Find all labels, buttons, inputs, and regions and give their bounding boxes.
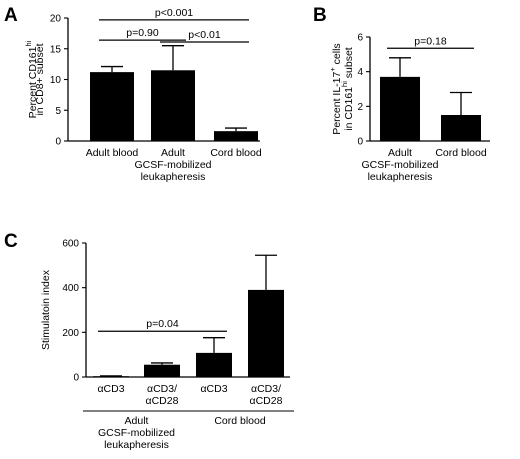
category-label: Adult: [161, 147, 185, 159]
y-axis-title: Percent IL-17+ cellsin CD161hi subset: [328, 43, 355, 134]
bar: [144, 364, 180, 377]
category-label: Cord blood: [435, 147, 487, 159]
y-tick-label: 0: [55, 137, 61, 148]
bar: [93, 376, 129, 377]
y-axis-title: Percent CD161hiin CD8+ subset: [24, 40, 46, 118]
panel-letter-b: B: [313, 5, 327, 26]
category-label: Adult blood: [86, 147, 139, 159]
category-sublabel: GCSF-mobilized: [134, 159, 211, 171]
y-tick-label: 0: [357, 137, 363, 148]
y-tick-label: 6: [357, 33, 363, 44]
group-label: GCSF-mobilized: [98, 427, 175, 439]
p-value-label: p<0.01: [188, 29, 221, 41]
bar: [248, 289, 284, 377]
panel-c-chart: 0 200 400 600 p=0.04 Stimulatoin index αCD3 αCD…: [40, 239, 294, 451]
p-value-label: p=0.90: [126, 27, 159, 39]
y-axis-title: Stimulatoin index: [40, 269, 52, 350]
y-tick-label: 200: [62, 328, 79, 339]
category-sublabel: leukapheresis: [368, 171, 433, 183]
category-sublabel: GCSF-mobilized: [361, 159, 438, 171]
group-label: Adult: [125, 415, 149, 427]
category-label: αCD28: [250, 395, 283, 407]
category-label: αCD3/: [147, 383, 177, 395]
y-tick-label: 4: [357, 67, 363, 78]
category-sublabel: leukapheresis: [141, 171, 206, 183]
y-tick-label: 0: [73, 373, 79, 384]
y-tick-label: 10: [50, 75, 62, 86]
bar: [441, 115, 481, 141]
category-label: Adult: [388, 147, 412, 159]
y-tick-label: 15: [50, 44, 62, 55]
category-label: αCD28: [146, 395, 179, 407]
p-value-label: p<0.001: [155, 7, 193, 19]
bar: [380, 76, 420, 141]
category-label: αCD3: [200, 383, 227, 395]
y-tick-label: 5: [55, 106, 61, 117]
bar: [214, 131, 258, 141]
bar: [196, 352, 232, 377]
y-tick-label: 400: [62, 283, 79, 294]
p-value-label: p=0.18: [414, 35, 447, 47]
panel-a-chart: 0 5 10 15 20 p=0.90 p<0.01 p<0.001 Percent CD161…: [24, 7, 262, 183]
y-tick-label: 600: [62, 239, 79, 250]
panel-letter-c: C: [4, 231, 18, 252]
y-tick-label: 20: [50, 14, 62, 25]
y-tick-label: 2: [357, 102, 363, 113]
panel-letter-a: A: [4, 5, 18, 26]
p-value-label: p=0.04: [146, 318, 179, 330]
bar: [90, 72, 134, 141]
group-label: Cord blood: [214, 415, 266, 427]
group-label: leukapheresis: [104, 439, 169, 451]
category-label: αCD3/: [251, 383, 281, 395]
panel-b-chart: 0 2 4 6 p=0.18 Percent IL-17+ cellsin CD161hi…: [328, 33, 490, 183]
category-label: Cord blood: [210, 147, 262, 159]
bar: [151, 70, 195, 141]
category-label: αCD3: [97, 383, 124, 395]
